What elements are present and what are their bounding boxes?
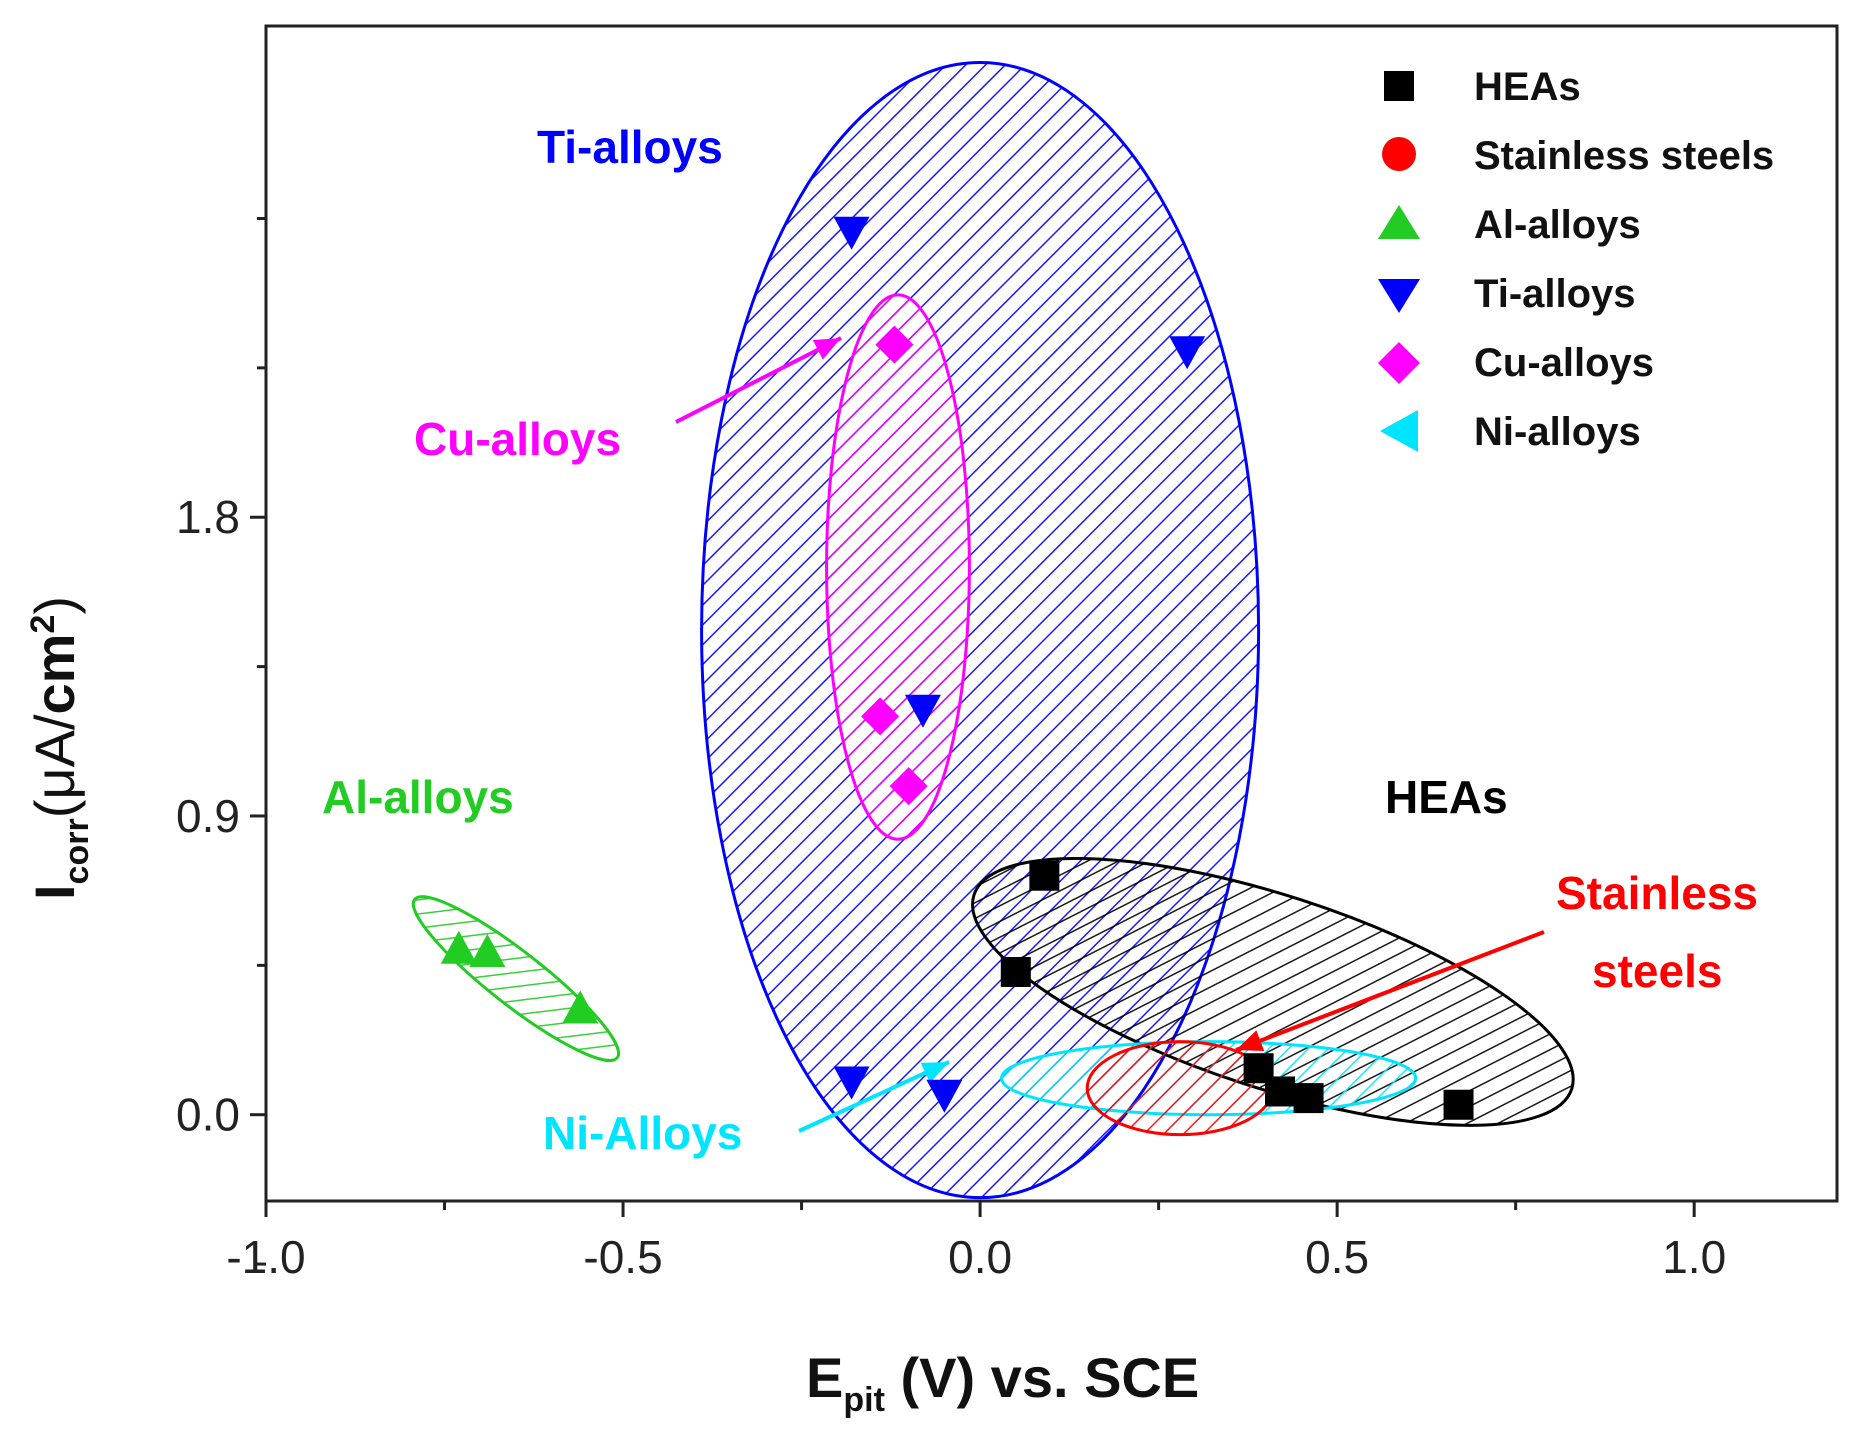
point-cu-alloys — [889, 767, 928, 806]
arrow-ni-alloys — [798, 1060, 950, 1133]
point-heas — [1029, 860, 1060, 891]
ticks-layer: -1.0 -0.5 0.0 0.5 1.0 0.0 0.9 1.8 — [176, 217, 1726, 1283]
y-tick-label: 0.0 — [176, 1089, 240, 1141]
annotation-stainless: Stainless — [1556, 867, 1758, 919]
annotation-al-alloys: Al-alloys — [322, 771, 514, 823]
annotation-cu-alloys: Cu-alloys — [414, 413, 621, 465]
x-tick-label: -1.0 — [226, 1231, 305, 1283]
annotation-heas: HEAs — [1385, 771, 1508, 823]
legend-label-ti-alloys: Ti-alloys — [1474, 272, 1636, 316]
annotation-ni-alloys: Ni-Alloys — [543, 1107, 742, 1159]
x-tick-label: 0.0 — [948, 1231, 1012, 1283]
legend-label-stainless-steels: Stainless steels — [1474, 134, 1774, 178]
x-tick-label: 0.5 — [1305, 1231, 1369, 1283]
legend-marker-stainless-steels — [1382, 137, 1416, 171]
region-al-alloys — [411, 895, 621, 1062]
x-tick-label: 1.0 — [1662, 1231, 1726, 1283]
x-tick-label: -0.5 — [583, 1231, 662, 1283]
y-tick-label: 1.8 — [176, 491, 240, 543]
legend-label-heas: HEAs — [1474, 65, 1581, 109]
arrow-ni-alloys-head — [920, 1062, 949, 1083]
point-heas — [1443, 1089, 1474, 1120]
legend-label-cu-alloys: Cu-alloys — [1474, 341, 1654, 385]
legend-marker-ni-alloys — [1380, 410, 1418, 452]
point-al-alloys — [562, 990, 599, 1024]
point-heas — [1293, 1083, 1324, 1114]
legend-marker-cu-alloys — [1378, 342, 1420, 384]
legend: HEAs Stainless steels Al-alloys Ti-alloy… — [1378, 65, 1774, 454]
point-ti-alloys — [833, 216, 870, 250]
arrow-stainless-steels — [1235, 930, 1545, 1052]
legend-label-al-alloys: Al-alloys — [1474, 203, 1641, 247]
points-layer — [440, 216, 1474, 1120]
x-axis-title: Epit (V) vs. SCE — [806, 1346, 1199, 1419]
point-heas — [1265, 1076, 1296, 1107]
legend-marker-ti-alloys — [1378, 279, 1420, 313]
plot-frame — [264, 24, 1839, 1203]
point-ti-alloys — [1169, 336, 1206, 370]
point-heas — [1000, 956, 1031, 987]
point-cu-alloys — [875, 325, 914, 364]
legend-marker-al-alloys — [1378, 205, 1420, 239]
point-ti-alloys — [904, 694, 941, 728]
region-cu-alloys — [825, 293, 971, 841]
legend-label-ni-alloys: Ni-alloys — [1474, 410, 1641, 454]
point-ti-alloys — [833, 1066, 870, 1100]
arrows-layer — [675, 336, 1545, 1133]
point-al-alloys — [469, 934, 506, 968]
arrow-cu-alloys — [675, 336, 842, 424]
point-cu-alloys — [861, 697, 900, 736]
annotation-ti-alloys: Ti-alloys — [537, 121, 723, 173]
regions-layer — [411, 61, 1575, 1200]
arrow-cu-alloys-head — [812, 338, 841, 360]
legend-marker-heas — [1384, 71, 1414, 101]
annotation-steels: steels — [1592, 945, 1722, 997]
arrow-stainless-steels-head — [1236, 1030, 1265, 1051]
point-al-alloys — [440, 930, 477, 964]
y-axis-title: Icorr(μA/cm2) — [23, 596, 96, 900]
y-tick-label: 0.9 — [176, 790, 240, 842]
point-ti-alloys — [926, 1079, 963, 1113]
